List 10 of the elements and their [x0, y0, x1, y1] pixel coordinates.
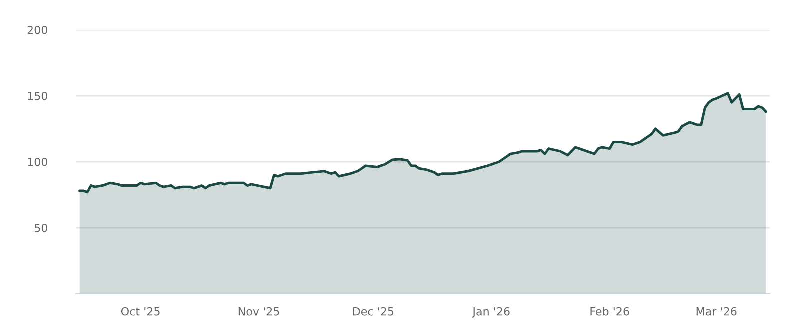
x-tick-label: Oct '25 [121, 307, 160, 316]
x-tick-label: Feb '26 [590, 307, 630, 316]
y-tick-label: 150 [28, 92, 48, 100]
x-tick-label: Mar '26 [696, 307, 737, 316]
x-tick-label: Jan '26 [472, 307, 510, 318]
y-tick-label: 50 [34, 224, 48, 232]
x-tick-label: Dec '25 [353, 307, 394, 316]
x-tick-label: Nov '25 [238, 307, 280, 316]
y-tick-label: 100 [28, 158, 48, 166]
y-tick-label: 200 [28, 26, 48, 34]
